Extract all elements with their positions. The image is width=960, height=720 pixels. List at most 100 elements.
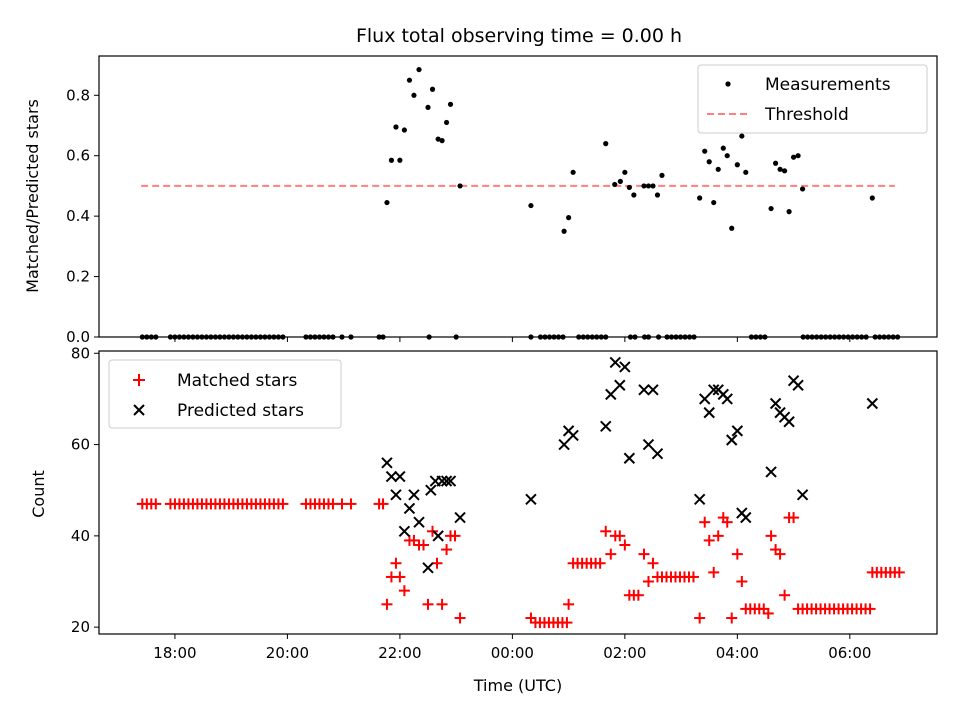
measurement-point: [729, 225, 735, 231]
matched-star-point: [427, 525, 439, 537]
matched-star-point: [864, 603, 876, 615]
predicted-star-point: [390, 489, 402, 501]
matched-star-point: [345, 498, 357, 510]
matched-star-point: [614, 530, 626, 542]
bottom-ytick-label: 80: [71, 344, 90, 362]
predicted-star-point: [525, 493, 537, 506]
measurement-point: [795, 153, 801, 159]
measurement-point: [570, 169, 576, 175]
bottom-xtick-label: 18:00: [153, 644, 196, 662]
predicted-star-point: [413, 516, 425, 528]
measurement-point: [786, 209, 792, 215]
top-ytick-label: 0.2: [66, 268, 90, 286]
matched-star-point: [736, 576, 748, 588]
measurement-point: [406, 77, 413, 83]
matched-star-point: [694, 612, 706, 624]
legend-predicted-marker: [133, 404, 145, 416]
predicted-star-point: [726, 434, 738, 446]
measurement-point: [439, 138, 445, 144]
bottom-plot-frame: [98, 350, 938, 635]
matched-star-point: [449, 530, 461, 542]
measurement-point: [622, 169, 628, 175]
predicted-star-point: [381, 457, 393, 469]
matched-star-point: [779, 589, 791, 601]
matched-star-point: [774, 548, 786, 560]
bottom-xtick-label: 04:00: [716, 644, 759, 662]
matched-star-point: [647, 557, 659, 569]
matched-star-point: [381, 598, 393, 610]
matched-star-point: [561, 617, 573, 629]
predicted-star-point: [731, 425, 744, 437]
predicted-star-point: [567, 429, 579, 442]
predicted-star-point: [432, 530, 444, 542]
predicted-star-point: [792, 379, 804, 391]
measurement-point: [768, 205, 774, 212]
measurement-point: [447, 101, 454, 107]
predicted-star-point: [708, 384, 720, 396]
legend-predicted-label: Predicted stars: [177, 401, 304, 421]
matched-star-point: [377, 498, 389, 510]
matched-star-point: [600, 525, 612, 537]
predicted-star-point: [600, 420, 612, 433]
predicted-star-point: [440, 475, 453, 487]
predicted-star-point: [651, 447, 664, 460]
predicted-star-point: [408, 489, 420, 501]
matched-star-point: [454, 612, 466, 624]
bottom-xtick-label: 00:00: [491, 644, 534, 662]
predicted-star-point: [614, 379, 626, 391]
predicted-star-point: [425, 484, 437, 496]
matched-star-point: [398, 585, 410, 597]
measurement-point: [411, 92, 417, 98]
matched-star-point: [605, 548, 617, 560]
bottom-matched-layer: [136, 498, 905, 629]
top-legend-box: [697, 64, 928, 134]
matched-star-point: [150, 498, 162, 510]
top-ytick-label: 0.6: [66, 147, 90, 165]
measurement-point: [388, 157, 395, 163]
top-xticks: [174, 337, 851, 342]
matched-star-point: [441, 544, 453, 556]
measurement-point: [401, 127, 407, 133]
predicted-star-point: [769, 397, 782, 410]
bottom-panel: 20 40 60 80 18:00 20:00 22:00 00:00 02:00 04:00 0…: [29, 344, 938, 695]
measurement-point: [654, 192, 661, 198]
bottom-ytick-label: 40: [71, 527, 90, 545]
measurement-point: [603, 141, 609, 147]
measurement-point: [626, 184, 632, 191]
matched-star-point: [893, 566, 905, 578]
measurement-point: [397, 157, 403, 163]
top-y-axis-label: Matched/Predicted stars: [23, 99, 42, 293]
matched-star-point: [422, 598, 434, 610]
predicted-star-point: [394, 470, 406, 483]
predicted-star-point: [647, 384, 659, 396]
predicted-star-point: [436, 475, 448, 487]
measurement-point: [650, 183, 656, 189]
legend-measurements-label: Measurements: [765, 75, 891, 95]
measurement-point: [869, 195, 875, 201]
matched-star-point: [436, 598, 448, 610]
measurement-point: [790, 154, 797, 160]
measurement-point: [781, 168, 788, 174]
legend-threshold-label: Threshold: [764, 105, 849, 125]
measurement-point: [612, 181, 618, 188]
matched-star-point: [277, 498, 289, 510]
bottom-y-axis-label: Count: [29, 470, 48, 518]
predicted-star-point: [609, 356, 622, 369]
matched-star-point: [721, 516, 733, 528]
predicted-star-point: [398, 525, 411, 538]
predicted-star-point: [866, 397, 879, 410]
predicted-star-point: [740, 511, 752, 524]
matched-star-point: [594, 557, 606, 569]
predicted-star-point: [721, 393, 733, 405]
top-plot-frame: [98, 55, 938, 338]
bottom-ytick-label: 20: [71, 618, 90, 636]
top-ytick-label: 0.8: [66, 86, 90, 104]
measurement-point: [734, 162, 740, 168]
predicted-star-point: [558, 438, 570, 451]
measurement-point: [561, 228, 567, 234]
measurement-point: [617, 178, 623, 184]
measurement-point: [393, 124, 399, 130]
measurement-point: [566, 215, 572, 221]
matched-star-point: [563, 598, 575, 610]
measurement-point: [697, 195, 703, 201]
